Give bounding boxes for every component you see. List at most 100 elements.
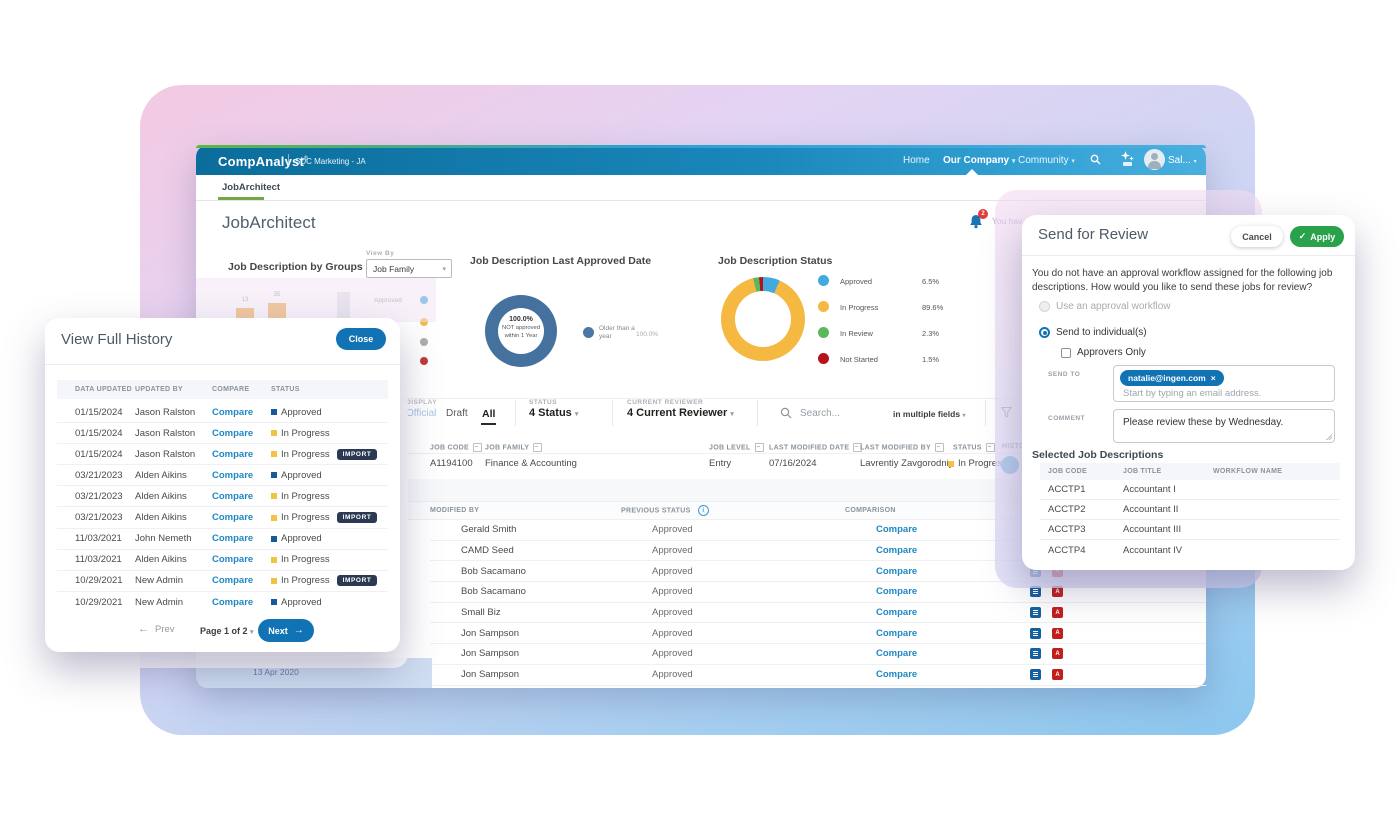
- word-doc-icon[interactable]: [1030, 669, 1041, 681]
- pdf-icon[interactable]: A: [1052, 648, 1063, 660]
- legend-dot: [420, 338, 428, 346]
- status-square: [271, 556, 277, 563]
- word-doc-icon[interactable]: [1030, 607, 1041, 619]
- table-row[interactable]: Jon Sampson Approved Compare A: [430, 623, 1206, 645]
- radio-send-to-individuals[interactable]: [1039, 327, 1050, 338]
- col-updated-by[interactable]: UPDATED BY: [135, 386, 183, 393]
- compare-link[interactable]: Compare: [212, 554, 254, 566]
- compare-link[interactable]: Compare: [212, 406, 254, 418]
- approved-date-legend-label: Older than a year: [599, 325, 635, 340]
- word-doc-icon[interactable]: [1030, 648, 1041, 660]
- compare-link[interactable]: Compare: [212, 533, 254, 545]
- reviewer-filter[interactable]: 4 Current Reviewer ▾: [627, 407, 734, 419]
- status-filter[interactable]: 4 Status ▾: [529, 407, 579, 419]
- user-menu[interactable]: Sal... ▾: [1168, 155, 1197, 166]
- compare-link[interactable]: Compare: [212, 575, 254, 587]
- companalyst-logo[interactable]: CompAnalyst®: [218, 154, 308, 169]
- table-row[interactable]: 11/03/2021 Alden Aikins Compare In Progress: [57, 550, 388, 571]
- compare-link[interactable]: Compare: [876, 545, 918, 557]
- col-comparison[interactable]: COMPARISON: [845, 507, 896, 514]
- compare-link[interactable]: Compare: [212, 448, 254, 460]
- col-previous-status[interactable]: PREVIOUS STATUS i: [621, 505, 845, 516]
- cancel-button[interactable]: Cancel: [1231, 226, 1283, 247]
- display-draft[interactable]: Draft: [446, 408, 468, 419]
- table-row[interactable]: 03/21/2023 Alden Aikins Compare In Progress: [57, 486, 388, 508]
- toolbar-separator: [985, 400, 986, 426]
- next-button[interactable]: Next →: [258, 619, 314, 642]
- table-row[interactable]: 10/29/2021 New Admin Compare In Progress IMP…: [57, 571, 388, 592]
- arrow-left-icon: ←: [138, 623, 149, 635]
- nav-our-company[interactable]: Our Company ▾: [943, 155, 1016, 166]
- resize-handle-icon[interactable]: [1325, 433, 1332, 440]
- compare-link[interactable]: Compare: [212, 596, 254, 608]
- col-job-code[interactable]: JOB CODE: [430, 443, 482, 452]
- workspace-label: SDC Marketing - JA: [295, 157, 366, 166]
- search-button[interactable]: [1085, 149, 1107, 171]
- table-row[interactable]: 03/21/2023 Alden Aikins Compare Approved: [57, 465, 388, 487]
- table-row[interactable]: Jon Sampson Approved Compare A: [430, 644, 1206, 665]
- compare-link[interactable]: Compare: [212, 427, 254, 439]
- display-all[interactable]: All: [482, 408, 496, 420]
- approvers-only-checkbox[interactable]: [1061, 348, 1071, 358]
- compare-link[interactable]: Compare: [876, 586, 918, 598]
- table-row[interactable]: Jon Sampson Approved Compare A: [430, 665, 1206, 686]
- table-row: ACCTP3 Accountant III: [1040, 520, 1340, 540]
- pdf-icon[interactable]: A: [1052, 586, 1063, 598]
- compare-link[interactable]: Compare: [876, 627, 918, 639]
- compare-link[interactable]: Compare: [876, 648, 918, 660]
- column-filter-icon: [934, 443, 944, 452]
- remove-recipient-icon[interactable]: ×: [1210, 373, 1216, 383]
- table-row[interactable]: 01/15/2024 Jason Ralston Compare In Progres…: [57, 444, 388, 466]
- recipient-chip[interactable]: natalie@ingen.com ×: [1120, 370, 1224, 386]
- table-row[interactable]: 11/03/2021 John Nemeth Compare Approved: [57, 529, 388, 550]
- pdf-icon[interactable]: A: [1052, 627, 1063, 639]
- col-job-level[interactable]: JOB LEVEL: [709, 443, 764, 452]
- close-button[interactable]: Close: [336, 328, 386, 350]
- avatar[interactable]: [1144, 149, 1165, 170]
- pdf-icon[interactable]: A: [1052, 607, 1063, 619]
- search-scope-select[interactable]: in multiple fields ▾: [893, 409, 966, 419]
- col-status[interactable]: STATUS: [953, 443, 995, 452]
- col-job-family[interactable]: JOB FAMILY: [485, 443, 543, 452]
- compare-link[interactable]: Compare: [212, 512, 254, 524]
- radio-use-approval-workflow[interactable]: [1039, 301, 1050, 312]
- table-row[interactable]: 03/21/2023 Alden Aikins Compare In Progress…: [57, 507, 388, 529]
- col-status[interactable]: STATUS: [271, 386, 300, 393]
- view-by-select[interactable]: Job Family ▾: [366, 259, 452, 278]
- sparkle-icon[interactable]: [1121, 151, 1135, 167]
- pagination-page-select[interactable]: Page 1 of 2 ▾: [200, 626, 254, 636]
- status-square: [271, 409, 277, 416]
- tab-jobarchitect[interactable]: JobArchitect: [222, 182, 281, 193]
- col-last-modified-date[interactable]: LAST MODIFIED DATE: [769, 443, 863, 452]
- compare-link[interactable]: Compare: [876, 524, 918, 536]
- job-family-cell: Finance & Accounting: [485, 458, 577, 469]
- compare-link[interactable]: Compare: [876, 607, 918, 619]
- compare-link[interactable]: Compare: [212, 469, 254, 481]
- word-doc-icon[interactable]: [1030, 586, 1041, 598]
- column-filter-icon: [985, 443, 995, 452]
- col-compare[interactable]: COMPARE: [212, 386, 250, 393]
- send-to-input[interactable]: natalie@ingen.com × Start by typing an e…: [1113, 365, 1335, 402]
- table-row: ACCTP2 Accountant II: [1040, 500, 1340, 520]
- nav-community[interactable]: Community ▾: [1018, 155, 1075, 166]
- search-input[interactable]: Search...: [800, 408, 841, 419]
- col-last-modified-by[interactable]: LAST MODIFIED BY: [860, 443, 944, 452]
- col-modified-by[interactable]: MODIFIED BY: [430, 507, 480, 514]
- display-official[interactable]: Official: [406, 408, 437, 419]
- apply-button[interactable]: ✓ Apply: [1290, 226, 1344, 247]
- word-doc-icon[interactable]: [1030, 627, 1041, 639]
- comment-input[interactable]: Please review these by Wednesday.: [1113, 409, 1335, 443]
- col-data-updated[interactable]: DATA UPDATED: [75, 386, 133, 393]
- table-row[interactable]: 10/29/2021 New Admin Compare Approved: [75, 596, 322, 608]
- compare-link[interactable]: Compare: [876, 669, 918, 681]
- compare-link[interactable]: Compare: [212, 490, 254, 502]
- table-row[interactable]: 01/15/2024 Jason Ralston Compare Approved: [57, 402, 388, 424]
- pdf-icon[interactable]: A: [1052, 669, 1063, 681]
- nav-home[interactable]: Home: [903, 155, 930, 166]
- table-row[interactable]: 01/15/2024 Jason Ralston Compare In Progres…: [57, 423, 388, 445]
- radio-label: Use an approval workflow: [1056, 301, 1171, 312]
- table-row[interactable]: Small Biz Approved Compare A: [430, 603, 1206, 624]
- compare-link[interactable]: Compare: [876, 565, 918, 577]
- pagination-prev[interactable]: ← Prev: [138, 623, 175, 635]
